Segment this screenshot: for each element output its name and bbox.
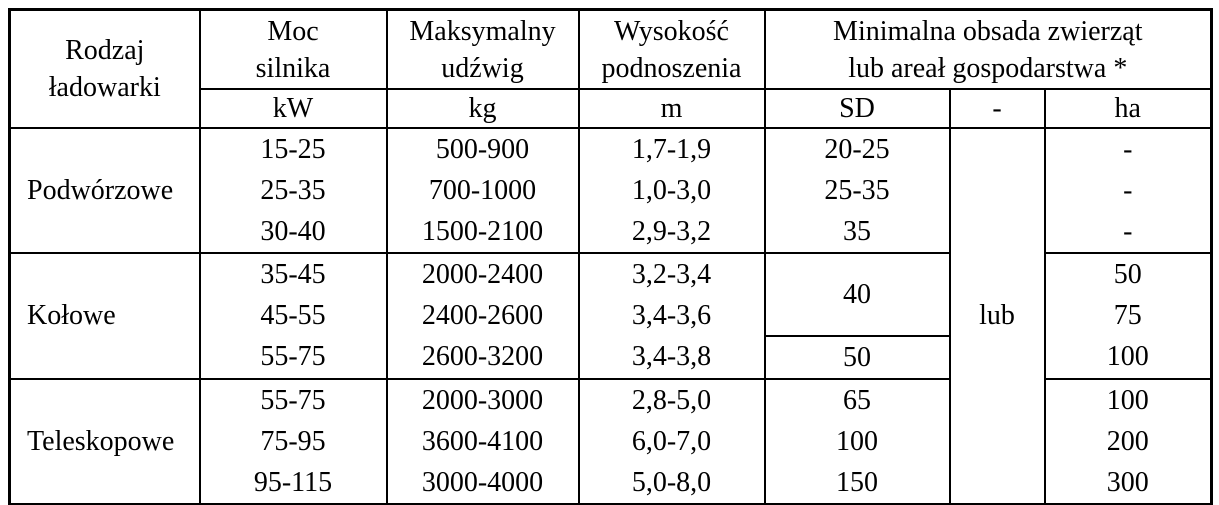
cell-kg: 2400-2600: [385, 295, 580, 336]
cell-kw: 95-115: [198, 462, 388, 505]
cell-sd: 25-35: [763, 170, 951, 211]
cell-m: 1,7-1,9: [577, 128, 766, 170]
cell-kg: 3600-4100: [385, 421, 580, 462]
cell-sd: 35: [763, 211, 951, 254]
unit-kg: kg: [385, 88, 580, 129]
table-row: Teleskopowe 55-75 2000-3000 2,8-5,0 65 1…: [8, 379, 1213, 505]
cell-kg: 2600-3200: [385, 336, 580, 380]
header-max-lift-line2: udźwig: [441, 52, 524, 84]
header-lift-height-line1: Wysokość: [614, 15, 729, 47]
cell-sd: 100: [763, 421, 951, 462]
cell-ha: 100: [1043, 336, 1213, 380]
cell-kg: 700-1000: [385, 170, 580, 211]
cell-kw: 15-25: [198, 128, 388, 170]
table-row: 75-95 3600-4100 6,0-7,0 100 200: [10, 421, 1213, 462]
table-row: Kołowe 35-45 2000-2400 3,2-3,4 40 50: [8, 253, 1213, 380]
unit-sd: SD: [763, 88, 951, 129]
cell-kg: 1500-2100: [385, 211, 580, 254]
cell-kw: 45-55: [198, 295, 388, 336]
header-max-lift: Maksymalny udźwig: [385, 8, 580, 90]
cell-ha: 100: [1043, 379, 1213, 421]
cell-m: 1,0-3,0: [577, 170, 766, 211]
header-minimum: Minimalna obsada zwierząt lub areał gosp…: [763, 8, 1213, 90]
group-label-podworzowe: Podwórzowe: [8, 128, 201, 254]
cell-m: 2,9-3,2: [577, 211, 766, 254]
header-minimum-line1: Minimalna obsada zwierząt: [833, 15, 1143, 47]
table-row: 95-115 3000-4000 5,0-8,0 150 300: [10, 462, 1213, 505]
cell-m: 3,4-3,6: [577, 295, 766, 336]
cell-ha: -: [1043, 170, 1213, 211]
table-row: 25-35 700-1000 1,0-3,0 25-35 -: [10, 170, 1213, 211]
cell-sd-merged: 40: [763, 253, 951, 337]
cell-kw: 30-40: [198, 211, 388, 254]
header-max-lift-line1: Maksymalny: [409, 15, 556, 47]
table-row: 45-55 2400-2600 3,4-3,6 75: [10, 295, 1213, 336]
cell-ha: 200: [1043, 421, 1213, 462]
cell-kg: 500-900: [385, 128, 580, 170]
cell-kw: 55-75: [198, 336, 388, 380]
cell-kw: 25-35: [198, 170, 388, 211]
cell-m: 5,0-8,0: [577, 462, 766, 505]
unit-m: m: [577, 88, 766, 129]
cell-sd: 20-25: [763, 128, 951, 170]
cell-m: 3,2-3,4: [577, 253, 766, 295]
cell-kw: 75-95: [198, 421, 388, 462]
unit-ha: ha: [1043, 88, 1213, 129]
loader-spec-table: Rodzaj ładowarki Moc silnika Maksymalny …: [8, 8, 1214, 505]
header-row-titles: Rodzaj ładowarki Moc silnika Maksymalny …: [8, 8, 1213, 129]
cell-kg: 2000-2400: [385, 253, 580, 295]
cell-ha: -: [1043, 211, 1213, 254]
cell-sd: 65: [763, 379, 951, 421]
header-loader-type-line2: ładowarki: [48, 72, 161, 103]
cell-m: 3,4-3,8: [577, 336, 766, 380]
header-engine-power: Moc silnika: [198, 8, 388, 90]
cell-kw: 35-45: [198, 253, 388, 295]
header-loader-type: Rodzaj ładowarki: [8, 8, 201, 129]
cell-ha: 300: [1043, 462, 1213, 505]
unit-dash: -: [948, 88, 1046, 129]
cell-sd: 50: [763, 336, 951, 380]
header-loader-type-line1: Rodzaj: [65, 35, 145, 66]
cell-m: 6,0-7,0: [577, 421, 766, 462]
header-engine-power-line2: silnika: [255, 52, 331, 84]
table-row: 55-75 2600-3200 3,4-3,8 50 100: [10, 336, 1213, 380]
cell-ha: -: [1043, 128, 1213, 170]
group-label-kolowe: Kołowe: [8, 253, 201, 380]
unit-kw: kW: [198, 88, 388, 129]
table-row: 30-40 1500-2100 2,9-3,2 35 -: [10, 211, 1213, 254]
cell-ha: 50: [1043, 253, 1213, 295]
group-label-teleskopowe: Teleskopowe: [8, 379, 201, 505]
header-minimum-line2: lub areał gospodarstwa *: [848, 52, 1128, 84]
cell-sd: 150: [763, 462, 951, 505]
cell-kg: 2000-3000: [385, 379, 580, 421]
header-engine-power-line1: Moc: [267, 15, 319, 47]
header-lift-height-line2: podnoszenia: [601, 52, 742, 84]
cell-m: 2,8-5,0: [577, 379, 766, 421]
table-row: Podwórzowe 15-25 500-900 1,7-1,9 20-25 l…: [8, 128, 1213, 505]
header-row-units: kW kg m SD - ha: [10, 88, 1213, 129]
cell-ha: 75: [1043, 295, 1213, 336]
header-lift-height: Wysokość podnoszenia: [577, 8, 766, 90]
lub-cell: lub: [948, 128, 1046, 505]
cell-kw: 55-75: [198, 379, 388, 421]
cell-kg: 3000-4000: [385, 462, 580, 505]
